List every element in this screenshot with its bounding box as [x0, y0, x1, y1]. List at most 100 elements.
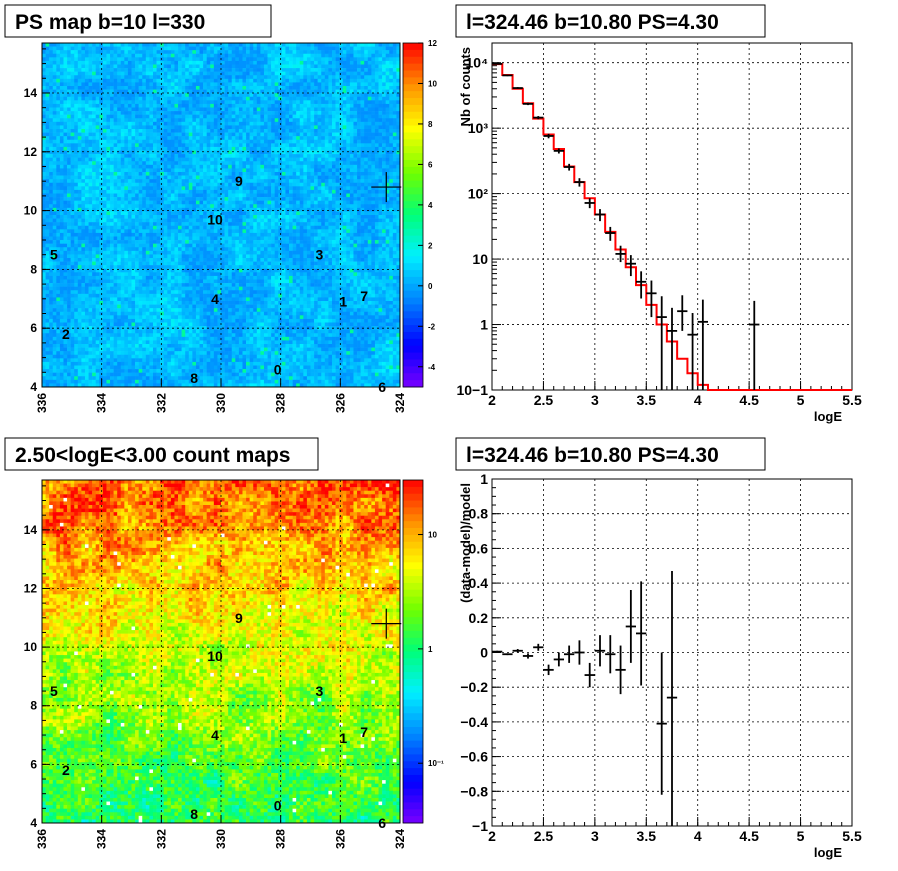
- heatmap-cell: [374, 93, 379, 98]
- heatmap-cell: [353, 96, 358, 101]
- heatmap-cell: [192, 182, 197, 187]
- heatmap-cell: [203, 86, 207, 90]
- heatmap-cell: [310, 107, 315, 112]
- heatmap-cell: [138, 211, 143, 216]
- heatmap-cell: [371, 164, 376, 169]
- heatmap-cell: [210, 114, 215, 119]
- heatmap-cell: [110, 89, 114, 94]
- heatmap-cell: [346, 154, 351, 158]
- heatmap-cell: [331, 189, 336, 194]
- heatmap-cell: [124, 215, 129, 219]
- heatmap-cell: [349, 186, 354, 191]
- heatmap-cell: [306, 172, 311, 176]
- heatmap-cell: [382, 136, 386, 141]
- heatmap-cell: [357, 150, 361, 155]
- heatmap-cell: [374, 121, 379, 126]
- heatmap-cell: [67, 96, 71, 101]
- heatmap-cell: [278, 204, 283, 209]
- heatmap-cell: [349, 125, 354, 130]
- heatmap-cell: [117, 129, 122, 133]
- heatmap-cell: [389, 46, 394, 51]
- heatmap-cell: [192, 172, 197, 176]
- heatmap-cell: [289, 75, 293, 80]
- heatmap-cell: [328, 189, 333, 194]
- heatmap-cell: [81, 68, 86, 72]
- heatmap-cell: [45, 168, 50, 173]
- heatmap-cell: [77, 150, 82, 155]
- heatmap-cell: [256, 164, 261, 169]
- heatmap-cell: [167, 139, 172, 144]
- heatmap-cell: [392, 207, 397, 212]
- heatmap-cell: [271, 132, 275, 137]
- heatmap-cell: [306, 132, 311, 137]
- heatmap-cell: [271, 93, 275, 98]
- heatmap-cell: [117, 57, 122, 62]
- heatmap-cell: [185, 150, 190, 155]
- heatmap-cell: [145, 46, 150, 51]
- heatmap-cell: [138, 78, 143, 83]
- heatmap-cell: [357, 96, 361, 101]
- heatmap-cell: [299, 143, 304, 148]
- heatmap-cell: [278, 64, 283, 69]
- heatmap-cell: [142, 75, 147, 80]
- heatmap-cell: [296, 143, 301, 148]
- heatmap-cell: [67, 89, 71, 94]
- heatmap-cell: [346, 215, 351, 219]
- heatmap-cell: [374, 68, 379, 72]
- heatmap-cell: [131, 89, 136, 94]
- heatmap-cell: [63, 57, 68, 62]
- heatmap-cell: [274, 121, 279, 126]
- heatmap-cell: [217, 60, 222, 65]
- heatmap-cell: [292, 60, 297, 65]
- heatmap-cell: [267, 68, 272, 72]
- heatmap-cell: [238, 172, 243, 176]
- heatmap-cell: [156, 182, 161, 187]
- heatmap-cell: [310, 53, 315, 58]
- heatmap-cell: [331, 207, 336, 212]
- heatmap-cell: [217, 172, 222, 176]
- heatmap-cell: [42, 93, 46, 98]
- heatmap-cell: [385, 86, 390, 90]
- heatmap-cell: [274, 100, 279, 105]
- heatmap-cell: [228, 107, 233, 112]
- heatmap-cell: [95, 168, 100, 173]
- heatmap-cell: [256, 100, 261, 105]
- heatmap-cell: [210, 193, 215, 198]
- heatmap-cell: [349, 215, 354, 219]
- heatmap-cell: [59, 154, 64, 158]
- heatmap-cell: [170, 182, 175, 187]
- heatmap-cell: [124, 189, 129, 194]
- heatmap-cell: [249, 168, 254, 173]
- heatmap-cell: [217, 218, 222, 223]
- heatmap-cell: [314, 75, 318, 80]
- heatmap-cell: [42, 103, 46, 108]
- heatmap-cell: [160, 168, 165, 173]
- heatmap-cell: [124, 53, 129, 58]
- heatmap-cell: [224, 139, 229, 144]
- heatmap-cell: [281, 86, 286, 90]
- heatmap-cell: [102, 161, 107, 166]
- heatmap-cell: [328, 193, 333, 198]
- heatmap-cell: [67, 129, 71, 133]
- heatmap-cell: [156, 157, 161, 162]
- heatmap-cell: [396, 168, 401, 173]
- heatmap-cell: [357, 103, 361, 108]
- heatmap-cell: [339, 100, 344, 105]
- heatmap-cell: [124, 164, 129, 169]
- heatmap-cell: [314, 143, 318, 148]
- heatmap-cell: [382, 46, 386, 51]
- heatmap-cell: [285, 107, 290, 112]
- heatmap-cell: [314, 157, 318, 162]
- heatmap-cell: [95, 215, 100, 219]
- heatmap-cell: [292, 75, 297, 80]
- heatmap-cell: [95, 136, 100, 141]
- heatmap-cell: [342, 125, 347, 130]
- heatmap-cell: [310, 60, 315, 65]
- heatmap-cell: [127, 179, 132, 184]
- heatmap-cell: [246, 215, 250, 219]
- heatmap-cell: [235, 100, 240, 105]
- heatmap-cell: [145, 53, 150, 58]
- heatmap-cell: [249, 71, 254, 76]
- heatmap-cell: [145, 146, 150, 151]
- heatmap-cell: [342, 189, 347, 194]
